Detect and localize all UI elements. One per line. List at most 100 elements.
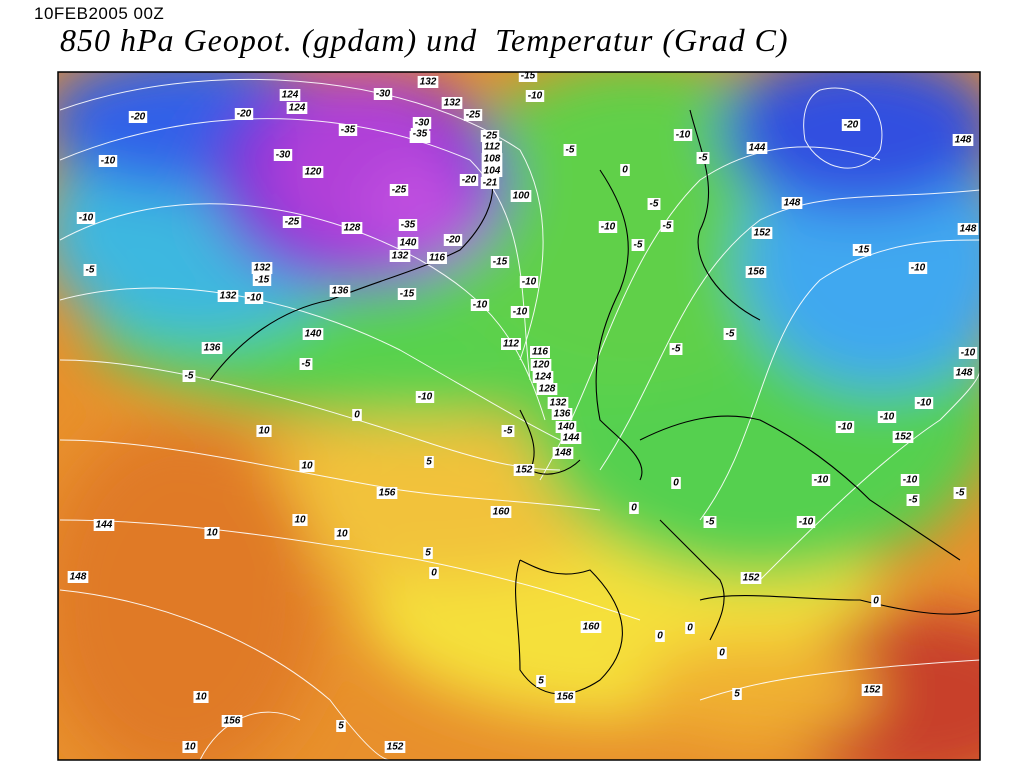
temperature-label-box <box>256 425 272 437</box>
temperature-label: 5 <box>425 548 431 559</box>
temperature-label-box <box>463 109 483 121</box>
temperature-label-box <box>536 675 546 687</box>
geopotential-label: 152 <box>743 573 760 584</box>
temperature-label: -20 <box>131 112 146 123</box>
temperature-label: -25 <box>392 185 407 196</box>
geopotential-label: 144 <box>563 433 580 444</box>
temperature-label: -35 <box>341 125 356 136</box>
geopotential-label-box <box>397 237 419 249</box>
temperature-label: -10 <box>911 263 926 274</box>
map-frame <box>57 71 981 761</box>
geopotential-label-box <box>580 621 602 633</box>
temperature-label-box <box>182 370 196 382</box>
temperature-label-box <box>352 409 362 421</box>
geopotential-label: 140 <box>400 238 417 249</box>
temperature-label: 0 <box>673 478 679 489</box>
temperature-label-box <box>598 221 618 233</box>
temperature-label-box <box>647 198 661 210</box>
geopotential-label-box <box>501 338 521 350</box>
temperature-label-box <box>490 256 510 268</box>
temperature-label-box <box>510 306 530 318</box>
temperature-label-box <box>128 111 148 123</box>
temperature-label-box <box>429 567 439 579</box>
geopotential-label-box <box>953 367 975 379</box>
geopotential-label: 132 <box>420 77 437 88</box>
temperature-label: -20 <box>237 109 252 120</box>
temperature-label: -10 <box>247 293 262 304</box>
temperature-label: -5 <box>909 495 918 506</box>
temperature-label: -5 <box>699 153 708 164</box>
geopotential-label-box <box>554 691 576 703</box>
temperature-label: -10 <box>418 392 433 403</box>
temperature-label-box <box>193 691 209 703</box>
geopotential-label-box <box>781 197 803 209</box>
geopotential-label-box <box>490 506 512 518</box>
temperature-label: 0 <box>631 503 637 514</box>
temperature-label: 0 <box>687 623 693 634</box>
geopotential-label-box <box>286 102 308 114</box>
geopotential-label: 140 <box>558 422 575 433</box>
temperature-label-box <box>877 411 897 423</box>
geopotential-label-box <box>384 741 406 753</box>
timestamp: 10FEB2005 00Z <box>34 4 165 23</box>
temperature-label: -10 <box>528 91 543 102</box>
coastlines <box>209 109 980 695</box>
temperature-label: -35 <box>401 220 416 231</box>
temperature-label-box <box>958 347 978 359</box>
geopotential-label: 136 <box>554 409 571 420</box>
geopotential-label: 132 <box>220 291 237 302</box>
geopotential-label: 148 <box>960 224 977 235</box>
temperature-label-box <box>292 514 308 526</box>
temperature-label-box <box>299 358 313 370</box>
temperature-label-box <box>906 494 920 506</box>
temperature-label-box <box>525 90 545 102</box>
temperature-label-box <box>459 174 479 186</box>
geopotential-label-box <box>740 572 762 584</box>
temperature-label: -5 <box>185 371 194 382</box>
geopotential-label-box <box>302 166 324 178</box>
temperature-label-box <box>501 425 515 437</box>
temperature-label: -30 <box>376 89 391 100</box>
temperature-label: 0 <box>622 165 628 176</box>
temperature-label: 0 <box>719 648 725 659</box>
temperature-label-box <box>412 117 432 129</box>
temperature-label: 10 <box>206 528 218 539</box>
geopotential-label: 152 <box>754 228 771 239</box>
temperature-label: -5 <box>650 199 659 210</box>
geopotential-label: 116 <box>429 253 445 264</box>
temperature-label-box <box>273 149 293 161</box>
temperature-label: -10 <box>799 517 814 528</box>
geopotential-label-box <box>530 359 552 371</box>
geopotential-label: 148 <box>956 368 973 379</box>
temperature-label-box <box>811 474 831 486</box>
geopotential-label: 156 <box>557 692 574 703</box>
geopotential-label-box <box>530 346 550 358</box>
temperature-label-box <box>415 391 435 403</box>
temperature-label: -10 <box>917 398 932 409</box>
geopotential-label-box <box>892 431 914 443</box>
temperature-label-box <box>98 155 118 167</box>
geopotential-label-box <box>481 153 503 165</box>
geopotential-label: 160 <box>493 507 510 518</box>
geopotential-label-box <box>389 250 411 262</box>
temperature-label: -15 <box>521 71 536 82</box>
temperature-label-box <box>655 630 665 642</box>
temperature-label: -30 <box>276 150 291 161</box>
geopotential-label: 156 <box>224 716 241 727</box>
geopotential-label: 136 <box>332 286 349 297</box>
geopotential-label-box <box>957 223 979 235</box>
geopotential-label-box <box>513 464 535 476</box>
geopotential-label: 156 <box>379 488 396 499</box>
temperature-label-box <box>334 528 350 540</box>
geopotential-label-box <box>532 371 554 383</box>
temperature-field <box>58 72 980 760</box>
temperature-label: -10 <box>601 222 616 233</box>
geopotential-label: 132 <box>254 263 271 274</box>
temperature-label-box <box>338 124 358 136</box>
geopotential-label: 104 <box>484 166 501 177</box>
geopotential-label-box <box>745 266 767 278</box>
temperature-label: 0 <box>354 410 360 421</box>
geopotential-label-box <box>279 89 301 101</box>
temperature-label-box <box>717 647 727 659</box>
geopotential-label: 120 <box>533 360 550 371</box>
